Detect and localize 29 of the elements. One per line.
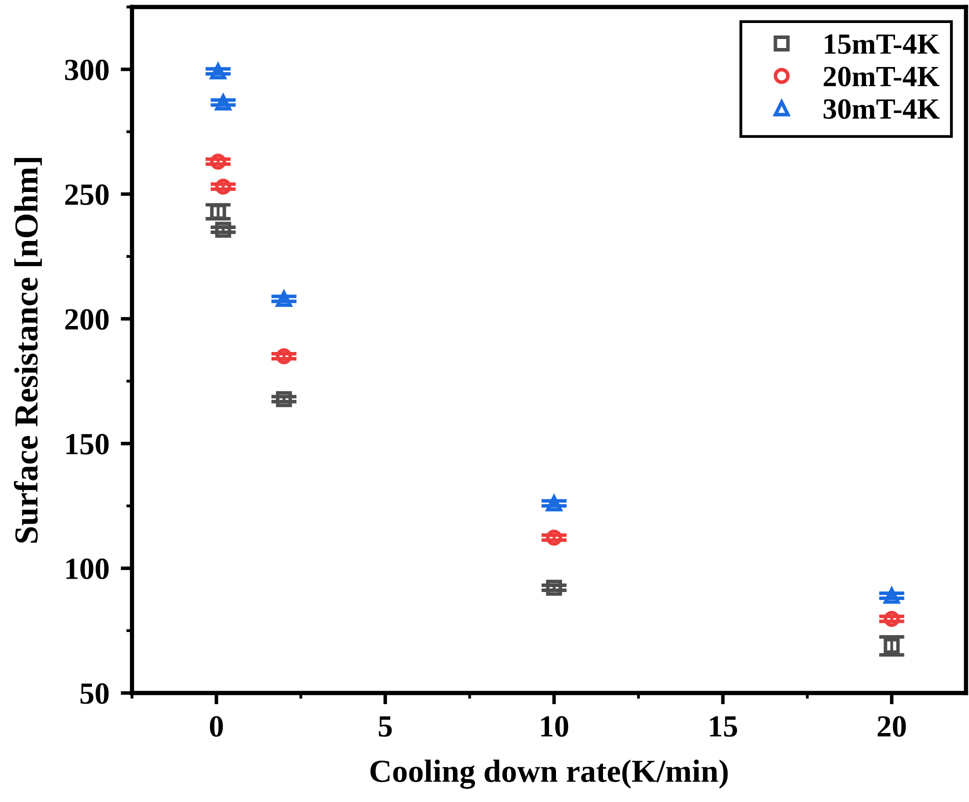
point [215, 222, 232, 238]
legend-label: 20mT-4K [824, 66, 940, 86]
point [546, 530, 562, 546]
x-tick-label: 0 [210, 716, 223, 737]
y-axis-title: Surface Resistance [nOhm] [14, 158, 42, 543]
point [884, 638, 900, 654]
point [546, 495, 562, 512]
x-tick-label: 20 [878, 716, 906, 737]
point [884, 610, 900, 627]
point [210, 63, 226, 80]
x-tick-label: 5 [378, 716, 392, 737]
point [884, 588, 900, 604]
y-tick-label: 150 [66, 434, 109, 454]
point [210, 154, 226, 170]
y-tick-label: 250 [65, 184, 109, 205]
point [276, 290, 292, 307]
legend-label: 15mT-4K [824, 34, 940, 54]
point [276, 348, 292, 364]
point [546, 580, 562, 596]
x-tick-label: 10 [541, 716, 568, 737]
legend-label: 30mT-4K [824, 99, 940, 119]
y-tick-label: 300 [65, 60, 109, 80]
point [215, 178, 232, 195]
point [276, 391, 292, 408]
x-axis-title: Cooling down rate(K/min) [370, 760, 728, 789]
y-tick-label: 200 [65, 309, 109, 330]
y-tick-label: 50 [80, 683, 109, 704]
y-tick-label: 100 [66, 558, 109, 580]
x-tick-label: 15 [710, 716, 738, 737]
